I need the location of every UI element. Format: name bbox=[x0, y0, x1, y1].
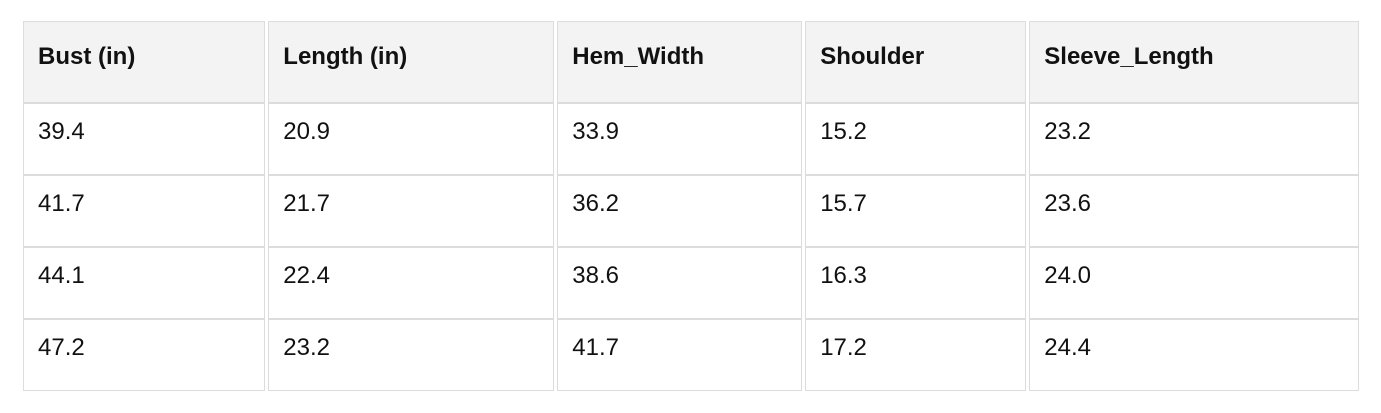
table-cell: 15.2 bbox=[805, 103, 1027, 175]
table-cell: 17.2 bbox=[805, 319, 1027, 391]
table-cell: 23.2 bbox=[268, 319, 555, 391]
table-cell: 16.3 bbox=[805, 247, 1027, 319]
table-row: 44.1 22.4 38.6 16.3 24.0 bbox=[23, 247, 1359, 319]
table-cell: 23.2 bbox=[1029, 103, 1359, 175]
table-cell: 24.4 bbox=[1029, 319, 1359, 391]
column-header-bust: Bust (in) bbox=[23, 21, 266, 103]
table-cell: 20.9 bbox=[268, 103, 555, 175]
column-header-hem-width: Hem_Width bbox=[557, 21, 803, 103]
table-cell: 38.6 bbox=[557, 247, 803, 319]
table-row: 39.4 20.9 33.9 15.2 23.2 bbox=[23, 103, 1359, 175]
table-cell: 41.7 bbox=[557, 319, 803, 391]
table-header-row: Bust (in) Length (in) Hem_Width Shoulder… bbox=[23, 21, 1359, 103]
table-cell: 24.0 bbox=[1029, 247, 1359, 319]
table-cell: 33.9 bbox=[557, 103, 803, 175]
table-cell: 23.6 bbox=[1029, 175, 1359, 247]
table-cell: 15.7 bbox=[805, 175, 1027, 247]
table-cell: 47.2 bbox=[23, 319, 266, 391]
table-cell: 21.7 bbox=[268, 175, 555, 247]
table-row: 41.7 21.7 36.2 15.7 23.6 bbox=[23, 175, 1359, 247]
table-cell: 41.7 bbox=[23, 175, 266, 247]
table-row: 47.2 23.2 41.7 17.2 24.4 bbox=[23, 319, 1359, 391]
table-cell: 36.2 bbox=[557, 175, 803, 247]
table-cell: 44.1 bbox=[23, 247, 266, 319]
measurement-table: Bust (in) Length (in) Hem_Width Shoulder… bbox=[20, 21, 1362, 391]
table-body: 39.4 20.9 33.9 15.2 23.2 41.7 21.7 36.2 … bbox=[23, 103, 1359, 391]
table-cell: 22.4 bbox=[268, 247, 555, 319]
column-header-sleeve-length: Sleeve_Length bbox=[1029, 21, 1359, 103]
column-header-length: Length (in) bbox=[268, 21, 555, 103]
table-cell: 39.4 bbox=[23, 103, 266, 175]
column-header-shoulder: Shoulder bbox=[805, 21, 1027, 103]
